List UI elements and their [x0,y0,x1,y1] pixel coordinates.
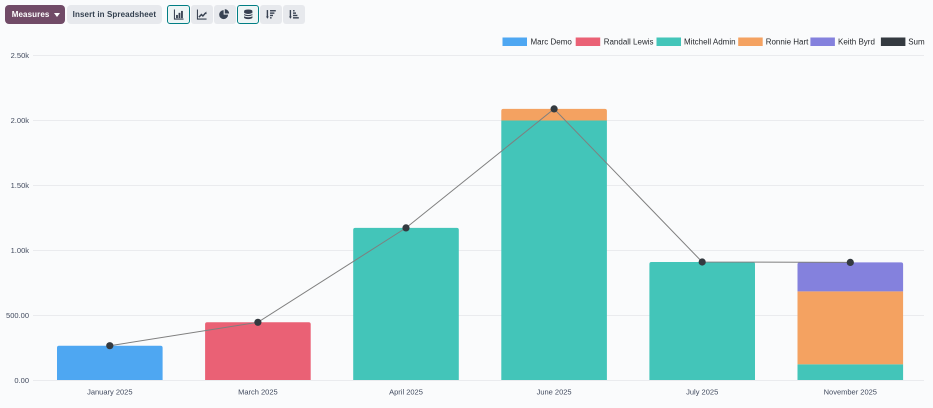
svg-text:Marc Demo: Marc Demo [531,38,573,47]
svg-text:1.00k: 1.00k [11,246,30,255]
svg-text:1.50k: 1.50k [11,181,30,190]
svg-text:Randall Lewis: Randall Lewis [604,38,654,47]
svg-text:Mitchell Admin: Mitchell Admin [684,38,736,47]
svg-text:2.50k: 2.50k [11,51,30,60]
svg-text:March 2025: March 2025 [238,387,278,396]
svg-text:Sum: Sum [908,38,925,47]
svg-text:January 2025: January 2025 [87,387,132,396]
svg-text:Ronnie Hart: Ronnie Hart [766,38,809,47]
svg-text:0.00: 0.00 [14,376,29,385]
svg-text:Keith Byrd: Keith Byrd [838,38,875,47]
svg-text:June 2025: June 2025 [537,387,572,396]
svg-text:2.00k: 2.00k [11,116,30,125]
svg-text:500.00: 500.00 [6,311,29,320]
svg-text:July 2025: July 2025 [686,387,718,396]
svg-text:April 2025: April 2025 [389,387,423,396]
svg-text:November 2025: November 2025 [824,387,877,396]
